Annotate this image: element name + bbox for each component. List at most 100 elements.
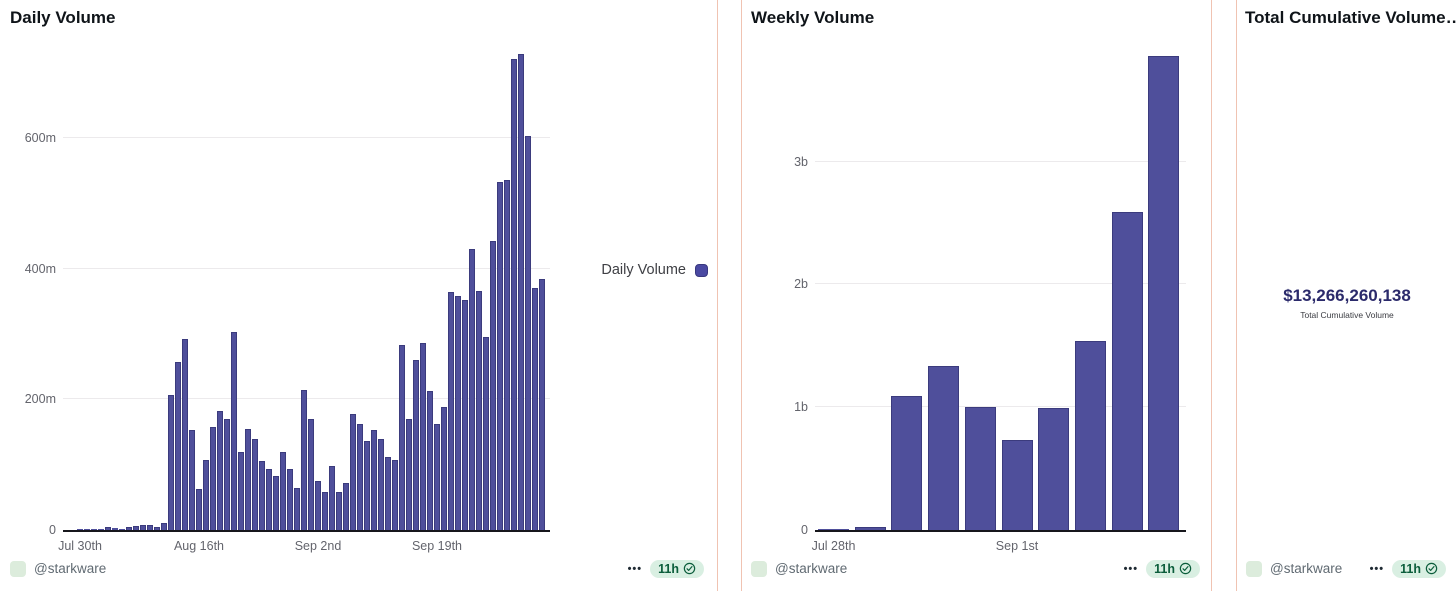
bar[interactable] — [217, 411, 223, 530]
bar[interactable] — [497, 182, 503, 530]
bar[interactable] — [392, 459, 398, 530]
bar[interactable] — [427, 391, 433, 530]
y-axis-tick-label: 400m — [24, 261, 56, 276]
author-handle[interactable]: @starkware — [34, 561, 107, 576]
bar[interactable] — [539, 279, 545, 530]
bar[interactable] — [154, 526, 160, 530]
timestamp-label: 11h — [1400, 561, 1421, 576]
stat-label: Total Cumulative Volume — [1300, 310, 1394, 320]
bar[interactable] — [490, 240, 496, 530]
bar[interactable] — [343, 483, 349, 530]
bar[interactable] — [476, 291, 482, 530]
bar[interactable] — [98, 528, 104, 530]
bar[interactable] — [441, 407, 447, 530]
bar[interactable] — [378, 438, 384, 530]
bar[interactable] — [189, 430, 195, 530]
bar[interactable] — [308, 419, 314, 530]
bar[interactable] — [1074, 340, 1106, 530]
bar[interactable] — [259, 461, 265, 530]
bar[interactable] — [413, 359, 419, 530]
bar[interactable] — [385, 456, 391, 530]
bar[interactable] — [119, 528, 125, 530]
bar[interactable] — [175, 361, 181, 530]
bar[interactable] — [399, 345, 405, 530]
bar[interactable] — [525, 136, 531, 530]
bar[interactable] — [504, 179, 510, 530]
bar[interactable] — [105, 527, 111, 530]
bar[interactable] — [196, 488, 202, 530]
bar[interactable] — [273, 475, 279, 530]
bar[interactable] — [511, 58, 517, 530]
bar[interactable] — [854, 526, 886, 530]
bar[interactable] — [891, 396, 923, 530]
bar[interactable] — [245, 428, 251, 530]
bar[interactable] — [336, 492, 342, 530]
bar[interactable] — [77, 529, 83, 530]
bar[interactable] — [147, 524, 153, 530]
bar[interactable] — [455, 296, 461, 530]
timestamp-badge[interactable]: 11h — [650, 559, 704, 578]
bar[interactable] — [140, 524, 146, 530]
bar[interactable] — [91, 529, 97, 530]
bar[interactable] — [301, 390, 307, 530]
bar[interactable] — [231, 332, 237, 530]
bar[interactable] — [112, 528, 118, 530]
stat-value: $13,266,260,138 — [1283, 286, 1411, 305]
bar[interactable] — [182, 338, 188, 530]
bar[interactable] — [469, 249, 475, 530]
bar[interactable] — [1111, 212, 1143, 530]
bar[interactable] — [1148, 56, 1180, 530]
bar[interactable] — [161, 522, 167, 530]
bar[interactable] — [168, 394, 174, 530]
more-options-button[interactable]: ••• — [1369, 562, 1385, 575]
bar[interactable] — [1001, 440, 1033, 530]
bar[interactable] — [448, 292, 454, 530]
bar[interactable] — [1038, 408, 1070, 530]
author-handle[interactable]: @starkware — [775, 561, 848, 576]
bar[interactable] — [420, 343, 426, 530]
bar[interactable] — [357, 423, 363, 530]
y-axis-tick-label: 200m — [24, 392, 56, 407]
author-handle[interactable]: @starkware — [1270, 561, 1343, 576]
bar[interactable] — [434, 424, 440, 530]
bar[interactable] — [364, 441, 370, 530]
bar[interactable] — [203, 459, 209, 530]
bar[interactable] — [210, 426, 216, 530]
legend-marker-square — [695, 263, 708, 277]
timestamp-badge[interactable]: 11h — [1392, 559, 1446, 578]
bar[interactable] — [224, 419, 230, 530]
bar[interactable] — [406, 419, 412, 530]
bar[interactable] — [315, 481, 321, 530]
bar[interactable] — [928, 365, 960, 530]
bar[interactable] — [126, 527, 132, 530]
gridline — [815, 283, 1186, 285]
total-cumulative-volume-title: Total Cumulative Volume… — [1245, 8, 1456, 27]
bar[interactable] — [84, 529, 90, 530]
bar[interactable] — [371, 429, 377, 530]
bar[interactable] — [818, 528, 849, 530]
gridline — [63, 267, 550, 269]
bar[interactable] — [350, 414, 356, 530]
bar[interactable] — [322, 492, 328, 530]
bar[interactable] — [133, 526, 139, 530]
bar[interactable] — [252, 438, 258, 530]
bar[interactable] — [532, 287, 538, 530]
card-divider — [741, 0, 742, 591]
bar[interactable] — [266, 469, 272, 530]
bar[interactable] — [294, 487, 300, 530]
more-options-button[interactable]: ••• — [627, 562, 643, 575]
more-options-button[interactable]: ••• — [1123, 562, 1139, 575]
daily-volume-chart: 0 200m 400m 600m Jul 30th Aug 16th Sep 2nd Sep … — [25, 34, 550, 553]
bar[interactable] — [287, 469, 293, 530]
legend-daily-volume[interactable]: Daily Volume — [560, 261, 708, 279]
bar[interactable] — [280, 451, 286, 530]
verified-icon — [1425, 562, 1438, 575]
bar[interactable] — [462, 300, 468, 530]
bar[interactable] — [483, 337, 489, 530]
bar[interactable] — [518, 54, 524, 530]
timestamp-badge[interactable]: 11h — [1146, 559, 1200, 578]
bar[interactable] — [238, 451, 244, 530]
bar[interactable] — [329, 466, 335, 530]
card-footer: @starkware ••• 11h — [1246, 559, 1446, 578]
bar[interactable] — [964, 407, 996, 530]
